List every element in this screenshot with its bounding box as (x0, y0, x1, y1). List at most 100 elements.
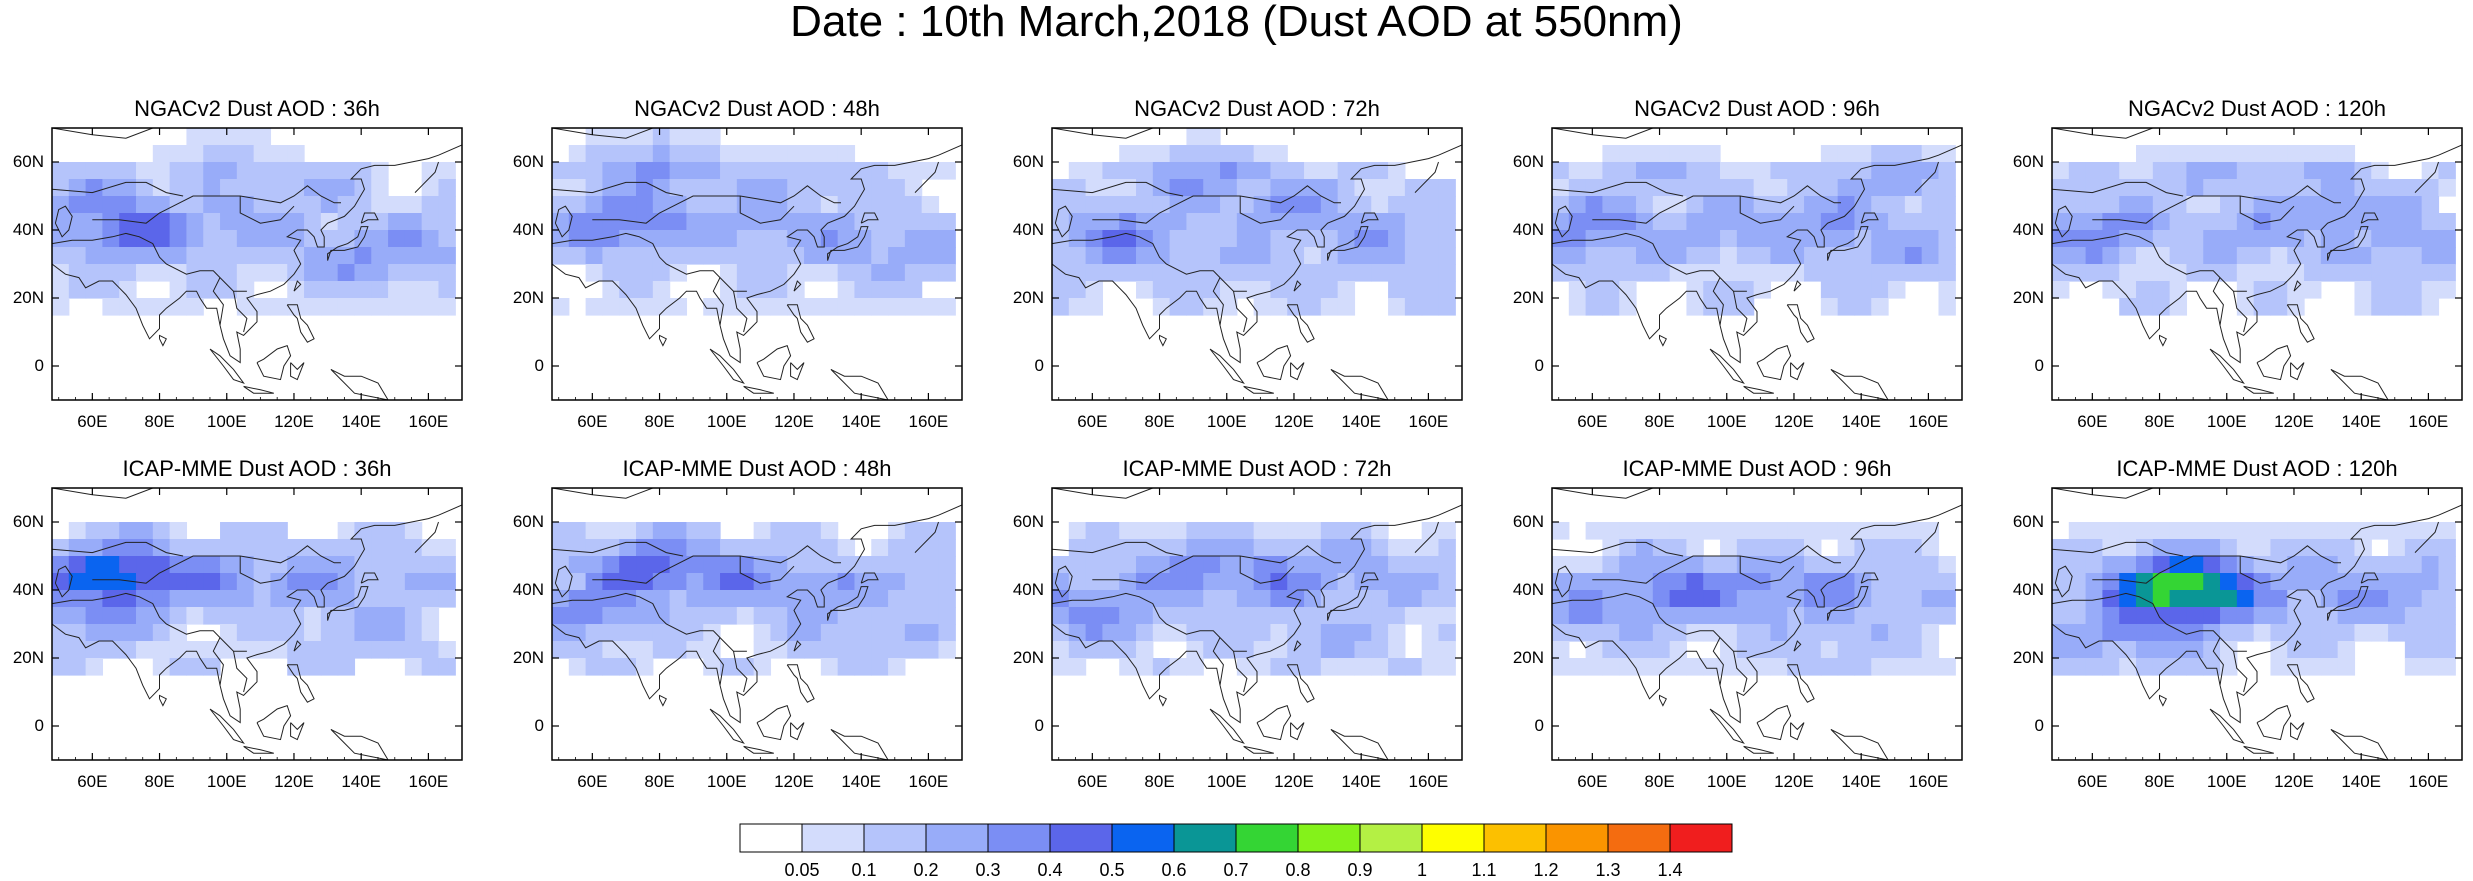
aod-cell (1136, 590, 1154, 608)
aod-cell (2220, 658, 2238, 676)
aod-cell (1169, 145, 1188, 163)
aod-cell (1669, 179, 1688, 197)
aod-cell (921, 522, 940, 540)
aod-cell (619, 658, 637, 676)
aod-cell (1085, 264, 1104, 282)
coastline (756, 704, 792, 741)
aod-cell (619, 162, 637, 180)
coastline (293, 280, 302, 292)
aod-cell (2119, 607, 2137, 625)
y-tick-label: 20N (2012, 648, 2044, 667)
aod-cell (2371, 264, 2389, 282)
aod-cell (2068, 607, 2087, 625)
aod-cell (1804, 230, 1822, 248)
aod-cell (1568, 264, 1587, 282)
aod-cell (1938, 658, 1956, 676)
aod-cell (2270, 179, 2288, 197)
aod-cell (203, 196, 221, 214)
aod-cell (1388, 247, 1406, 265)
aod-cell (1703, 590, 1721, 608)
aod-cell (2203, 624, 2221, 642)
colorbar-swatch (1607, 823, 1671, 853)
x-tick-label: 100E (2206, 412, 2247, 431)
aod-cell (568, 162, 587, 180)
coastline (243, 385, 274, 394)
aod-cell (1854, 658, 1872, 676)
aod-cell (904, 230, 923, 248)
aod-cell (1371, 247, 1389, 265)
aod-cell (2304, 607, 2322, 625)
aod-cell (753, 590, 772, 608)
aod-cell (1304, 281, 1322, 299)
aod-cell (753, 264, 772, 282)
aod-cell (388, 298, 406, 316)
y-tick-label: 40N (2012, 580, 2044, 599)
aod-cell (1337, 590, 1356, 608)
aod-cell (1320, 230, 1339, 248)
aod-cell (2203, 641, 2221, 659)
colorbar-label: 0.6 (1161, 860, 1187, 880)
aod-cell (871, 213, 889, 231)
aod-cell (2270, 658, 2288, 676)
aod-cell (888, 624, 906, 642)
aod-cell (320, 281, 339, 299)
x-tick-label: 120E (1774, 772, 1814, 791)
aod-cell (220, 213, 238, 231)
aod-cell (1320, 281, 1339, 299)
aod-cell (770, 607, 788, 625)
aod-cell (652, 539, 671, 557)
aod-cell (1102, 641, 1120, 659)
aod-cell (2085, 539, 2104, 557)
aod-cell (619, 522, 637, 540)
aod-cell (152, 573, 171, 591)
aod-cell (2203, 590, 2221, 608)
aod-cell (119, 590, 137, 608)
aod-cell (421, 590, 440, 608)
aod-cell (1602, 298, 1620, 316)
aod-cell (1804, 624, 1822, 642)
aod-cell (2119, 264, 2137, 282)
aod-cell (2438, 213, 2456, 231)
aod-cell (1404, 539, 1423, 557)
aod-cell (1253, 522, 1272, 540)
coastline (256, 344, 292, 381)
aod-cell (2220, 264, 2238, 282)
aod-cell (438, 162, 456, 180)
aod-cell (1770, 179, 1788, 197)
map-frame (1051, 127, 1463, 401)
aod-cell (1736, 539, 1755, 557)
aod-cell (2136, 213, 2154, 231)
aod-cell (85, 179, 104, 197)
aod-cell (1837, 298, 1856, 316)
aod-cell (1136, 522, 1154, 540)
aod-cell (602, 298, 620, 316)
aod-cell (371, 298, 389, 316)
aod-cell (1854, 298, 1872, 316)
aod-cell (1102, 196, 1120, 214)
x-tick-label: 140E (2341, 412, 2382, 431)
aod-cell (1888, 539, 1906, 557)
aod-cell (2253, 522, 2272, 540)
aod-cell (1253, 641, 1272, 659)
coastline (709, 348, 745, 384)
aod-cell (652, 556, 671, 574)
aod-cell (1904, 213, 1923, 231)
coastlines (2052, 488, 2462, 760)
aod-cell (888, 607, 906, 625)
x-tick-label: 120E (1774, 412, 1814, 431)
aod-cell (1921, 196, 1940, 214)
aod-cell (119, 281, 137, 299)
aod-cell (304, 247, 322, 265)
aod-cell (1337, 230, 1356, 248)
x-tick-label: 80E (1144, 412, 1175, 431)
aod-cell (820, 624, 839, 642)
aod-cell (337, 624, 356, 642)
aod-cell (203, 230, 221, 248)
aod-cell (1337, 624, 1356, 642)
aod-cell (1888, 230, 1906, 248)
aod-cell (1085, 522, 1104, 540)
aod-cell (2388, 213, 2406, 231)
x-tick-label: 80E (1644, 772, 1675, 791)
aod-cell (337, 162, 356, 180)
aod-cell (1270, 298, 1288, 316)
